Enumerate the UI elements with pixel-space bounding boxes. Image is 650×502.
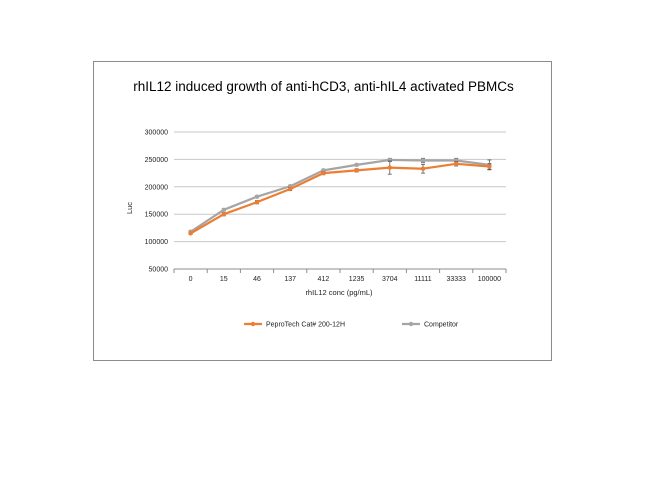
y-axis-ticks: 50000 100000 150000 200000 250000 300000: [145, 130, 168, 274]
data-point: [387, 165, 392, 170]
x-tick-label: 11111: [414, 276, 431, 283]
x-tick-label: 46: [253, 276, 261, 283]
y-tick-label: 300000: [145, 130, 168, 137]
data-point: [420, 158, 426, 163]
series-layer: [188, 157, 492, 236]
legend-label: PeproTech Cat# 200-12H: [266, 322, 345, 329]
grid-lines: [174, 131, 506, 243]
legend: PeproTech Cat# 200-12H Competitor: [244, 322, 459, 329]
x-tick-label: 15: [220, 276, 228, 283]
data-point: [254, 199, 260, 205]
data-point: [354, 168, 359, 173]
x-tick-label: 137: [284, 276, 296, 283]
series-1: [188, 157, 492, 234]
legend-item: Competitor: [402, 322, 459, 329]
chart-title: rhIL12 induced growth of anti-hCD3, anti…: [133, 79, 514, 94]
legend-label: Competitor: [424, 322, 459, 329]
legend-marker: [408, 321, 414, 327]
x-tick-label: 33333: [446, 276, 466, 283]
data-point: [420, 166, 426, 171]
data-point: [288, 186, 293, 192]
y-axis-label: Luc: [125, 202, 134, 214]
series-0: [188, 160, 492, 236]
x-tick-label: 1235: [349, 276, 365, 283]
data-point: [254, 194, 260, 199]
y-tick-label: 50000: [149, 267, 169, 274]
y-tick-label: 250000: [145, 157, 168, 164]
data-point: [354, 162, 359, 168]
chart-svg: rhIL12 induced growth of anti-hCD3, anti…: [125, 79, 514, 329]
data-point: [321, 170, 326, 176]
x-tick-label: 412: [318, 276, 330, 283]
data-point: [221, 207, 226, 213]
x-axis-label: rhIL12 conc (pg/mL): [305, 288, 373, 297]
y-tick-label: 100000: [145, 239, 168, 246]
y-tick-label: 150000: [145, 212, 168, 219]
data-point: [454, 161, 459, 166]
chart-frame: rhIL12 induced growth of anti-hCD3, anti…: [93, 61, 552, 361]
data-point: [221, 212, 226, 217]
series-line: [189, 158, 490, 233]
x-tick-label: 100000: [478, 276, 501, 283]
legend-marker: [250, 321, 256, 327]
x-axis-ticks: 0 15 46 137 412 1235 3704 11111 33333 100000: [173, 269, 507, 283]
x-tick-label: 3704: [382, 276, 398, 283]
y-tick-label: 200000: [145, 184, 168, 191]
data-point: [487, 164, 492, 169]
series-line: [190, 162, 490, 235]
data-point: [188, 231, 193, 236]
legend-item: PeproTech Cat# 200-12H: [244, 322, 345, 329]
x-tick-label: 0: [189, 276, 193, 283]
